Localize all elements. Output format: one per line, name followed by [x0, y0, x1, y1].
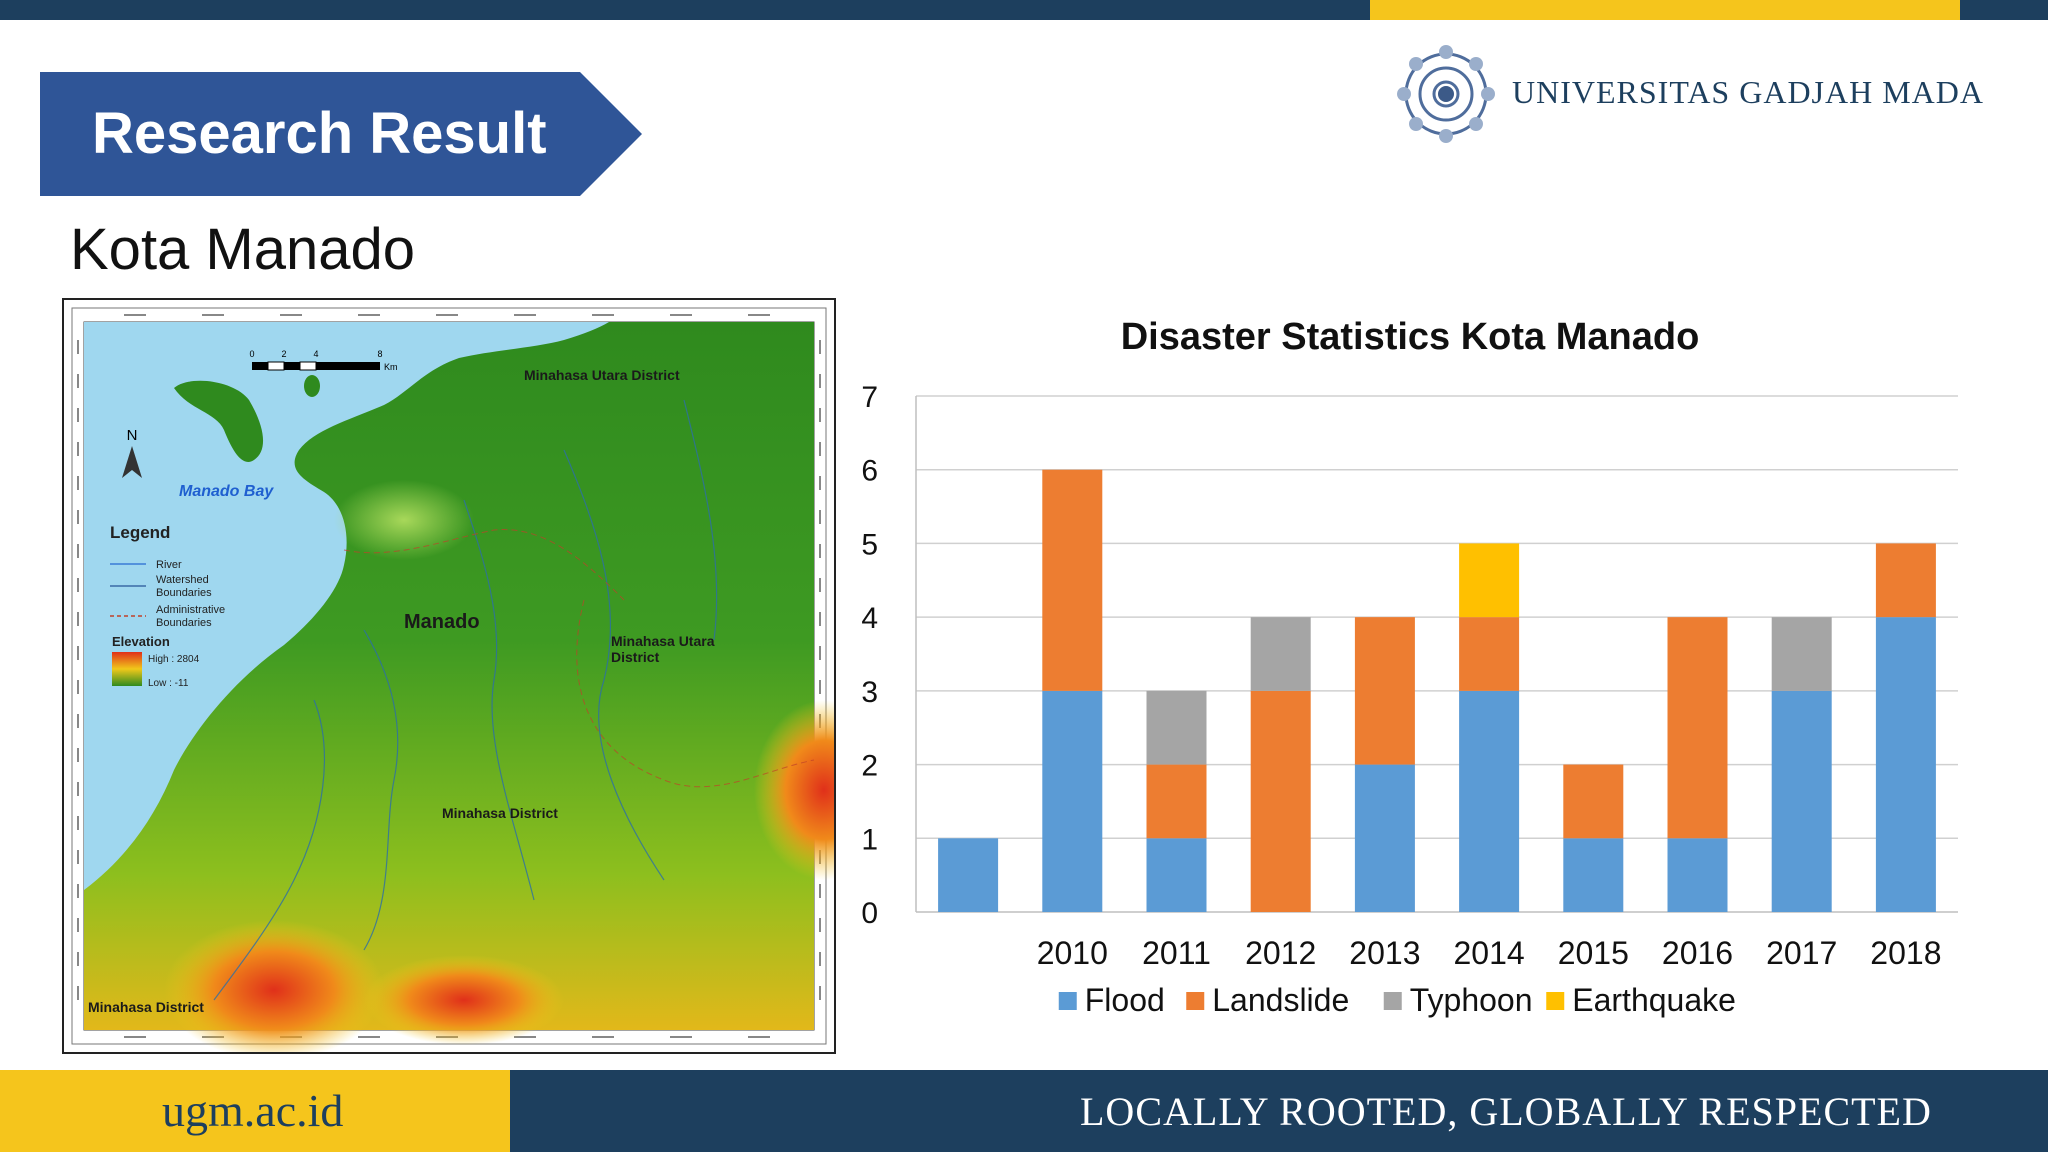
bar-segment-flood	[1146, 838, 1207, 912]
y-tick-label: 4	[861, 602, 878, 635]
bar-segment-landslide	[1459, 617, 1520, 691]
river-lines	[213, 399, 718, 1001]
map-label-district: District	[611, 649, 660, 665]
map-label-city: Manado	[404, 611, 480, 633]
legend-swatch-flood	[1058, 992, 1077, 1010]
section-banner: Research Result	[40, 72, 642, 196]
footer-right-band	[510, 1070, 2048, 1152]
y-tick-label: 6	[861, 455, 878, 488]
banner-title: Research Result	[92, 101, 547, 166]
bar-segment-flood	[1563, 838, 1624, 912]
land-area	[84, 322, 814, 1030]
university-name: UNIVERSITAS GADJAH MADA	[1512, 74, 1984, 110]
legend-watershed-2: Boundaries	[156, 587, 212, 599]
chart-title: Disaster Statistics Kota Manado	[1120, 316, 1700, 358]
x-tick-label: 2011	[1142, 935, 1211, 971]
top-stripe-accent	[1370, 0, 1960, 20]
bar-segment-flood	[1667, 838, 1728, 912]
map-label-minahasa-utara: Minahasa Utara District	[524, 367, 680, 383]
x-tick-label: 2013	[1349, 935, 1420, 971]
bar-segment-flood	[1459, 690, 1520, 912]
map-label-minahasa: Minahasa District	[442, 805, 558, 821]
legend-label: Flood	[1085, 982, 1165, 1018]
bar-segment-landslide	[1146, 764, 1207, 839]
legend-admin: Administrative	[156, 604, 225, 616]
bar-segment-typhoon	[1146, 690, 1207, 765]
y-tick-label: 0	[861, 897, 878, 930]
x-tick-label: 2017	[1766, 935, 1837, 971]
footer-url: ugm.ac.id	[162, 1085, 344, 1136]
chart-plot: 0 1 2 3 4 5 6 7 2010 2011 2012 2013 2014 2015 2016 2017…	[861, 381, 1958, 1018]
admin-boundaries	[343, 529, 815, 788]
x-tick-label: 2010	[1037, 935, 1108, 971]
bar-segment-typhoon	[1771, 617, 1832, 691]
legend-swatch-landslide	[1186, 992, 1205, 1010]
elevation-swatch	[112, 652, 142, 686]
north-label: N	[127, 427, 138, 444]
north-arrow: N	[122, 427, 142, 478]
mountain-peak	[364, 955, 564, 1045]
x-tick-label: 2012	[1245, 935, 1316, 971]
legend-river: River	[156, 559, 182, 571]
map-label-minahasa-left: Minahasa District	[88, 999, 204, 1015]
legend-swatch-earthquake	[1546, 992, 1565, 1010]
disaster-chart: Disaster Statistics Kota Manado 0 1 2 3 4 5 6 7…	[840, 300, 1980, 1040]
bar-segment-landslide	[1563, 764, 1624, 839]
scale-unit: Km	[384, 362, 398, 372]
map-legend: Legend River Watershed Boundaries Admini…	[110, 523, 225, 689]
page-title: Kota Manado	[70, 217, 416, 282]
legend-title: Legend	[110, 523, 170, 542]
footer-left-band	[0, 1070, 510, 1152]
x-tick-label: 2015	[1558, 935, 1629, 971]
bar-segment-landslide	[1875, 543, 1936, 618]
x-tick-label: 2018	[1870, 935, 1941, 971]
bar-segment-flood	[1042, 690, 1103, 912]
legend-label: Typhoon	[1410, 982, 1533, 1018]
y-tick-label: 7	[861, 381, 878, 414]
bar-segment-flood	[1875, 617, 1936, 912]
bar-segment-landslide	[1354, 617, 1415, 765]
elevation-map: 0 2 4 8 Km N Minahasa Utara District Man…	[62, 298, 894, 1060]
bar-segment-flood	[938, 838, 999, 912]
bar-segment-landslide	[1250, 690, 1311, 912]
scale-tick: 2	[281, 349, 286, 359]
mountain-peak	[164, 920, 384, 1060]
footer-motto: LOCALLY ROOTED, GLOBALLY RESPECTED	[1080, 1089, 1932, 1134]
university-logo	[1397, 45, 1495, 143]
scale-tick: 0	[249, 349, 254, 359]
bar-segment-landslide	[1042, 469, 1103, 691]
x-tick-label: 2014	[1454, 935, 1525, 971]
y-tick-label: 2	[861, 750, 878, 783]
legend-admin-2: Boundaries	[156, 617, 212, 629]
map-label-bay: Manado Bay	[179, 483, 274, 500]
x-tick-label: 2016	[1662, 935, 1733, 971]
bar-segment-earthquake	[1459, 543, 1520, 618]
legend-high: High : 2804	[148, 654, 200, 665]
bar-segment-flood	[1354, 764, 1415, 912]
legend-swatch-typhoon	[1383, 992, 1402, 1010]
highland-area	[334, 480, 474, 560]
legend-label: Earthquake	[1572, 982, 1736, 1018]
legend-elevation: Elevation	[112, 634, 170, 649]
scale-tick: 4	[313, 349, 318, 359]
bar-segment-typhoon	[1250, 617, 1311, 691]
legend-low: Low : -11	[148, 678, 189, 689]
scale-bar: 0 2 4 8 Km	[249, 349, 397, 372]
legend-label: Landslide	[1212, 982, 1349, 1018]
bar-segment-landslide	[1667, 617, 1728, 839]
islet	[304, 375, 320, 397]
island	[174, 380, 264, 462]
banner-arrow-shape	[40, 72, 642, 196]
y-tick-label: 1	[861, 823, 878, 856]
map-label-minahasa-utara-right: Minahasa Utara	[611, 633, 715, 649]
y-tick-label: 3	[861, 676, 878, 709]
scale-tick: 8	[377, 349, 382, 359]
y-tick-label: 5	[861, 528, 878, 561]
bar-segment-flood	[1771, 690, 1832, 912]
legend-watershed: Watershed	[156, 574, 209, 586]
